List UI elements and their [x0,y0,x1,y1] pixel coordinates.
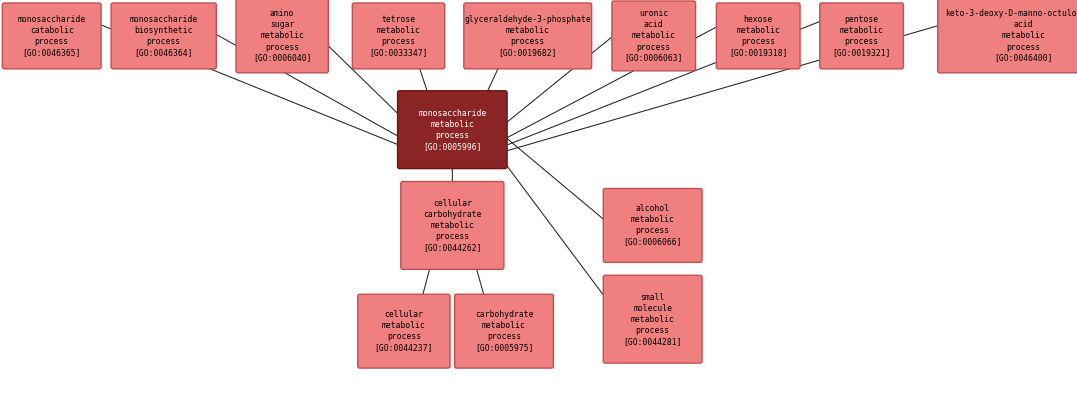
FancyBboxPatch shape [820,3,904,69]
Text: small
molecule
metabolic
process
[GO:0044281]: small molecule metabolic process [GO:004… [624,292,682,346]
FancyBboxPatch shape [236,0,328,73]
FancyBboxPatch shape [352,3,445,69]
FancyBboxPatch shape [464,3,591,69]
Text: hexose
metabolic
process
[GO:0019318]: hexose metabolic process [GO:0019318] [729,15,787,57]
FancyBboxPatch shape [716,3,800,69]
FancyBboxPatch shape [111,3,216,69]
FancyBboxPatch shape [358,294,450,368]
Text: glyceraldehyde-3-phosphate
metabolic
process
[GO:0019682]: glyceraldehyde-3-phosphate metabolic pro… [464,15,591,57]
Text: pentose
metabolic
process
[GO:0019321]: pentose metabolic process [GO:0019321] [833,15,891,57]
Text: monosaccharide
catabolic
process
[GO:0046365]: monosaccharide catabolic process [GO:004… [17,15,86,57]
Text: amino
sugar
metabolic
process
[GO:0006040]: amino sugar metabolic process [GO:000604… [253,9,311,63]
FancyBboxPatch shape [454,294,554,368]
FancyBboxPatch shape [2,3,101,69]
FancyBboxPatch shape [401,182,504,269]
Text: carbohydrate
metabolic
process
[GO:0005975]: carbohydrate metabolic process [GO:00059… [475,310,533,352]
Text: keto-3-deoxy-D-manno-octulosonic
acid
metabolic
process
[GO:0046400]: keto-3-deoxy-D-manno-octulosonic acid me… [946,9,1077,63]
FancyBboxPatch shape [938,0,1077,73]
FancyBboxPatch shape [612,1,696,71]
FancyBboxPatch shape [603,188,702,263]
Text: cellular
carbohydrate
metabolic
process
[GO:0044262]: cellular carbohydrate metabolic process … [423,199,481,252]
FancyBboxPatch shape [603,275,702,363]
Text: monosaccharide
biosynthetic
process
[GO:0046364]: monosaccharide biosynthetic process [GO:… [129,15,198,57]
Text: alcohol
metabolic
process
[GO:0006066]: alcohol metabolic process [GO:0006066] [624,204,682,247]
Text: uronic
acid
metabolic
process
[GO:0006063]: uronic acid metabolic process [GO:000606… [625,9,683,63]
FancyBboxPatch shape [397,91,507,169]
Text: tetrose
metabolic
process
[GO:0033347]: tetrose metabolic process [GO:0033347] [369,15,428,57]
Text: monosaccharide
metabolic
process
[GO:0005996]: monosaccharide metabolic process [GO:000… [418,109,487,151]
Text: cellular
metabolic
process
[GO:0044237]: cellular metabolic process [GO:0044237] [375,310,433,352]
